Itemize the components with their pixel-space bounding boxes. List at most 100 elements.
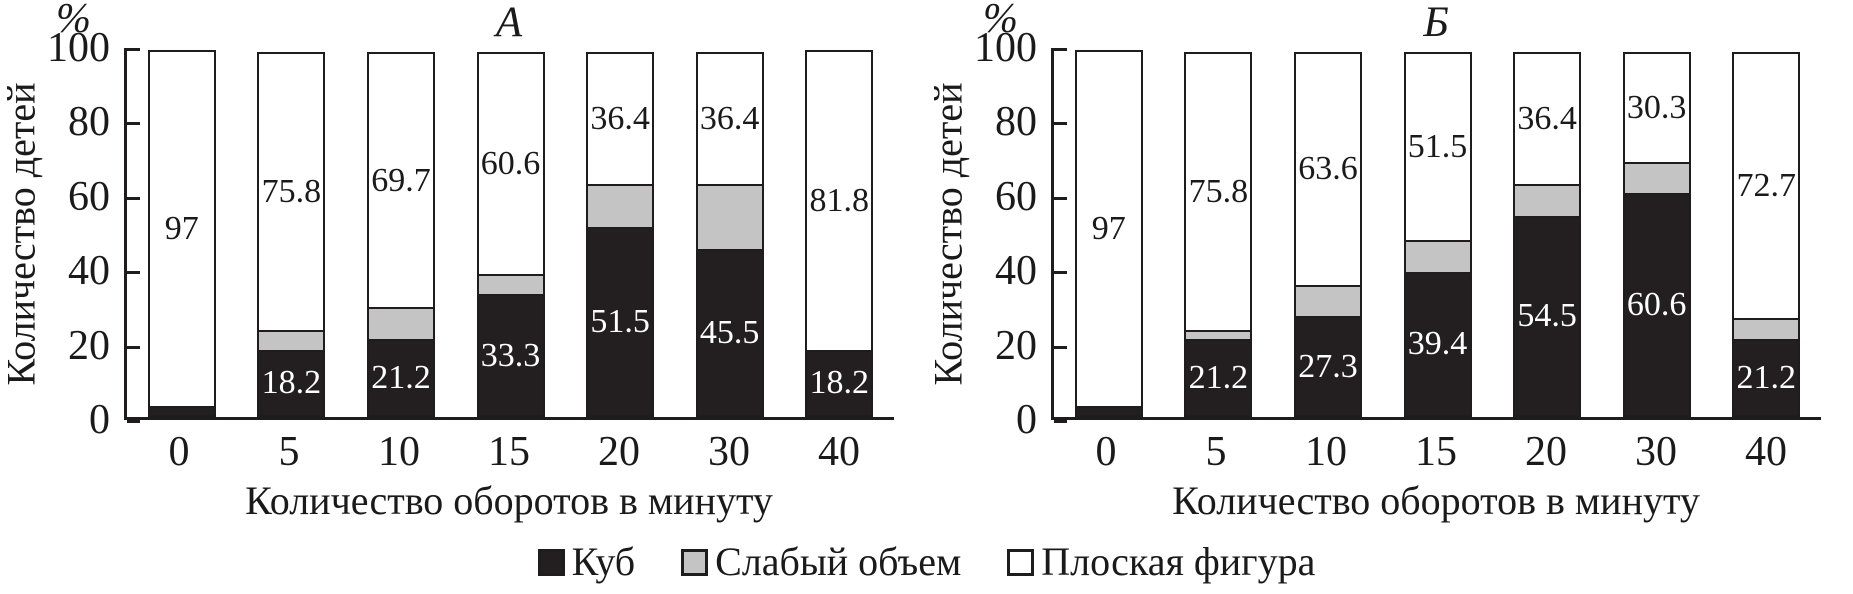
y-axis-title: Количество детей — [0, 82, 44, 386]
stacked-bar-x15: 60.6 33.3 — [476, 48, 545, 417]
legend-swatch-icon — [537, 548, 565, 576]
segment-cube: 21.2 — [1732, 338, 1801, 417]
plot-area: 97 75.8 21.2 63.6 27.3 51.5 39.4 36.4 54.5 30.3 60… — [1051, 48, 1821, 423]
bar-value-label: 97 — [1091, 209, 1126, 247]
bar-value-label: 30.3 — [1626, 88, 1687, 126]
segment-cube — [147, 405, 216, 417]
bar-value-label: 51.5 — [1407, 128, 1468, 166]
stacked-bar-x0: 97 — [147, 48, 216, 417]
y-tick-mark — [127, 48, 140, 51]
x-axis-title: Количество оборотов в минуту — [245, 478, 773, 523]
stacked-bar-x10: 69.7 21.2 — [366, 48, 435, 417]
bar-value-label: 75.8 — [1188, 172, 1249, 210]
legend-swatch-icon — [681, 548, 709, 576]
chart-panel-a: А % Количество детей 0 20 40 60 80 100 97 75.8… — [0, 0, 926, 530]
x-tick-label: 30 — [1635, 429, 1677, 475]
segment-weak — [695, 184, 764, 252]
segment-weak — [1403, 240, 1472, 274]
x-tick-label: 15 — [488, 429, 530, 475]
chart-title: А — [495, 0, 523, 46]
y-axis-unit-label: % — [983, 0, 1018, 42]
stacked-bar-x15: 51.5 39.4 — [1403, 48, 1472, 417]
bar-value-label: 39.4 — [1407, 325, 1468, 363]
x-tick-label: 40 — [1745, 429, 1787, 475]
segment-flat: 75.8 — [1184, 52, 1253, 332]
stacked-bar-x40: 72.7 21.2 — [1732, 48, 1801, 417]
bar-value-label: 69.7 — [371, 161, 431, 199]
bar-slot: 72.7 21.2 — [1711, 48, 1821, 417]
legend: Куб Слабый объем Плоская фигура — [0, 540, 1853, 584]
y-axis-unit-label: % — [56, 0, 91, 42]
bar-value-label: 21.2 — [1736, 358, 1797, 396]
segment-flat: 36.4 — [1513, 52, 1582, 187]
stacked-bar-x10: 63.6 27.3 — [1293, 48, 1362, 417]
bar-value-label: 18.2 — [809, 364, 870, 402]
y-axis-title: Количество детей — [925, 82, 971, 386]
legend-swatch-icon — [1007, 548, 1035, 576]
bar-value-label: 60.6 — [1626, 286, 1687, 324]
bar-slot: 51.5 39.4 — [1383, 48, 1493, 417]
bar-slot: 30.3 60.6 — [1602, 48, 1712, 417]
x-axis-title: Количество оборотов в минуту — [1172, 478, 1700, 523]
legend-item: Плоская фигура — [1007, 540, 1315, 584]
legend-item: Куб — [537, 539, 636, 584]
bar-slot: 60.6 33.3 — [456, 48, 566, 417]
stacked-bar-x30: 30.3 60.6 — [1622, 48, 1691, 417]
x-tick-label: 20 — [1525, 429, 1567, 475]
segment-cube: 18.2 — [257, 349, 326, 417]
bar-value-label: 21.2 — [371, 358, 431, 396]
bar-value-label: 27.3 — [1298, 347, 1358, 385]
y-tick-mark — [127, 196, 140, 200]
bar-slot: 97 — [127, 48, 237, 417]
bar-value-label: 63.6 — [1298, 150, 1358, 188]
segment-flat: 30.3 — [1622, 52, 1691, 164]
stacked-bar-x5: 75.8 18.2 — [257, 48, 326, 417]
y-tick-mark — [127, 271, 140, 275]
segment-cube: 51.5 — [586, 226, 655, 417]
y-tick-mark — [1054, 271, 1067, 275]
bar-value-label: 36.4 — [590, 100, 650, 138]
bar-value-label: 51.5 — [590, 302, 650, 340]
x-tick-label: 20 — [598, 429, 640, 475]
segment-flat: 97 — [1074, 50, 1143, 408]
y-tick-mark — [1054, 122, 1067, 126]
x-tick-label: 5 — [1205, 429, 1227, 475]
x-tick-labels: 0 5 10 15 20 30 40 — [124, 430, 894, 474]
bar-value-label: 45.5 — [699, 314, 760, 352]
segment-flat: 75.8 — [257, 52, 326, 332]
segment-weak — [257, 329, 326, 352]
bars-container: 97 75.8 18.2 69.7 21.2 60.6 33.3 36.4 51.5 36.4 45… — [127, 48, 894, 417]
chart-panel-b: Б % Количество детей 0 20 40 60 80 100 97 75.8… — [925, 0, 1853, 530]
y-tick-mark — [127, 345, 140, 349]
y-tick-mark — [1054, 345, 1067, 349]
x-tick-label: 10 — [378, 429, 420, 475]
bar-value-label: 21.2 — [1188, 358, 1249, 396]
bar-value-label: 72.7 — [1736, 167, 1797, 205]
bar-slot: 75.8 18.2 — [237, 48, 347, 417]
segment-cube: 33.3 — [476, 294, 545, 417]
stacked-bar-x20: 36.4 51.5 — [586, 48, 655, 417]
x-tick-label: 0 — [168, 429, 190, 475]
bar-slot: 81.8 18.2 — [784, 48, 894, 417]
bars-container: 97 75.8 21.2 63.6 27.3 51.5 39.4 36.4 54.5 30.3 60… — [1054, 48, 1821, 417]
segment-flat: 36.4 — [695, 52, 764, 187]
legend-label: Куб — [571, 539, 636, 584]
segment-cube: 39.4 — [1403, 271, 1472, 417]
segment-flat: 72.7 — [1732, 52, 1801, 321]
bar-value-label: 81.8 — [809, 181, 870, 219]
bar-slot: 36.4 45.5 — [675, 48, 785, 417]
x-tick-label: 0 — [1095, 429, 1117, 475]
y-tick-mark — [1054, 48, 1067, 51]
segment-flat: 81.8 — [805, 50, 874, 352]
stacked-bar-x0: 97 — [1074, 48, 1143, 417]
bar-slot: 97 — [1054, 48, 1164, 417]
chart-title: Б — [1423, 0, 1449, 46]
stacked-bar-x40: 81.8 18.2 — [805, 48, 874, 417]
segment-cube: 54.5 — [1513, 215, 1582, 417]
y-tick-mark — [1054, 420, 1067, 423]
x-tick-label: 30 — [708, 429, 750, 475]
bar-value-label: 36.4 — [699, 100, 760, 138]
segment-weak — [1293, 284, 1362, 319]
segment-cube: 21.2 — [366, 338, 435, 417]
